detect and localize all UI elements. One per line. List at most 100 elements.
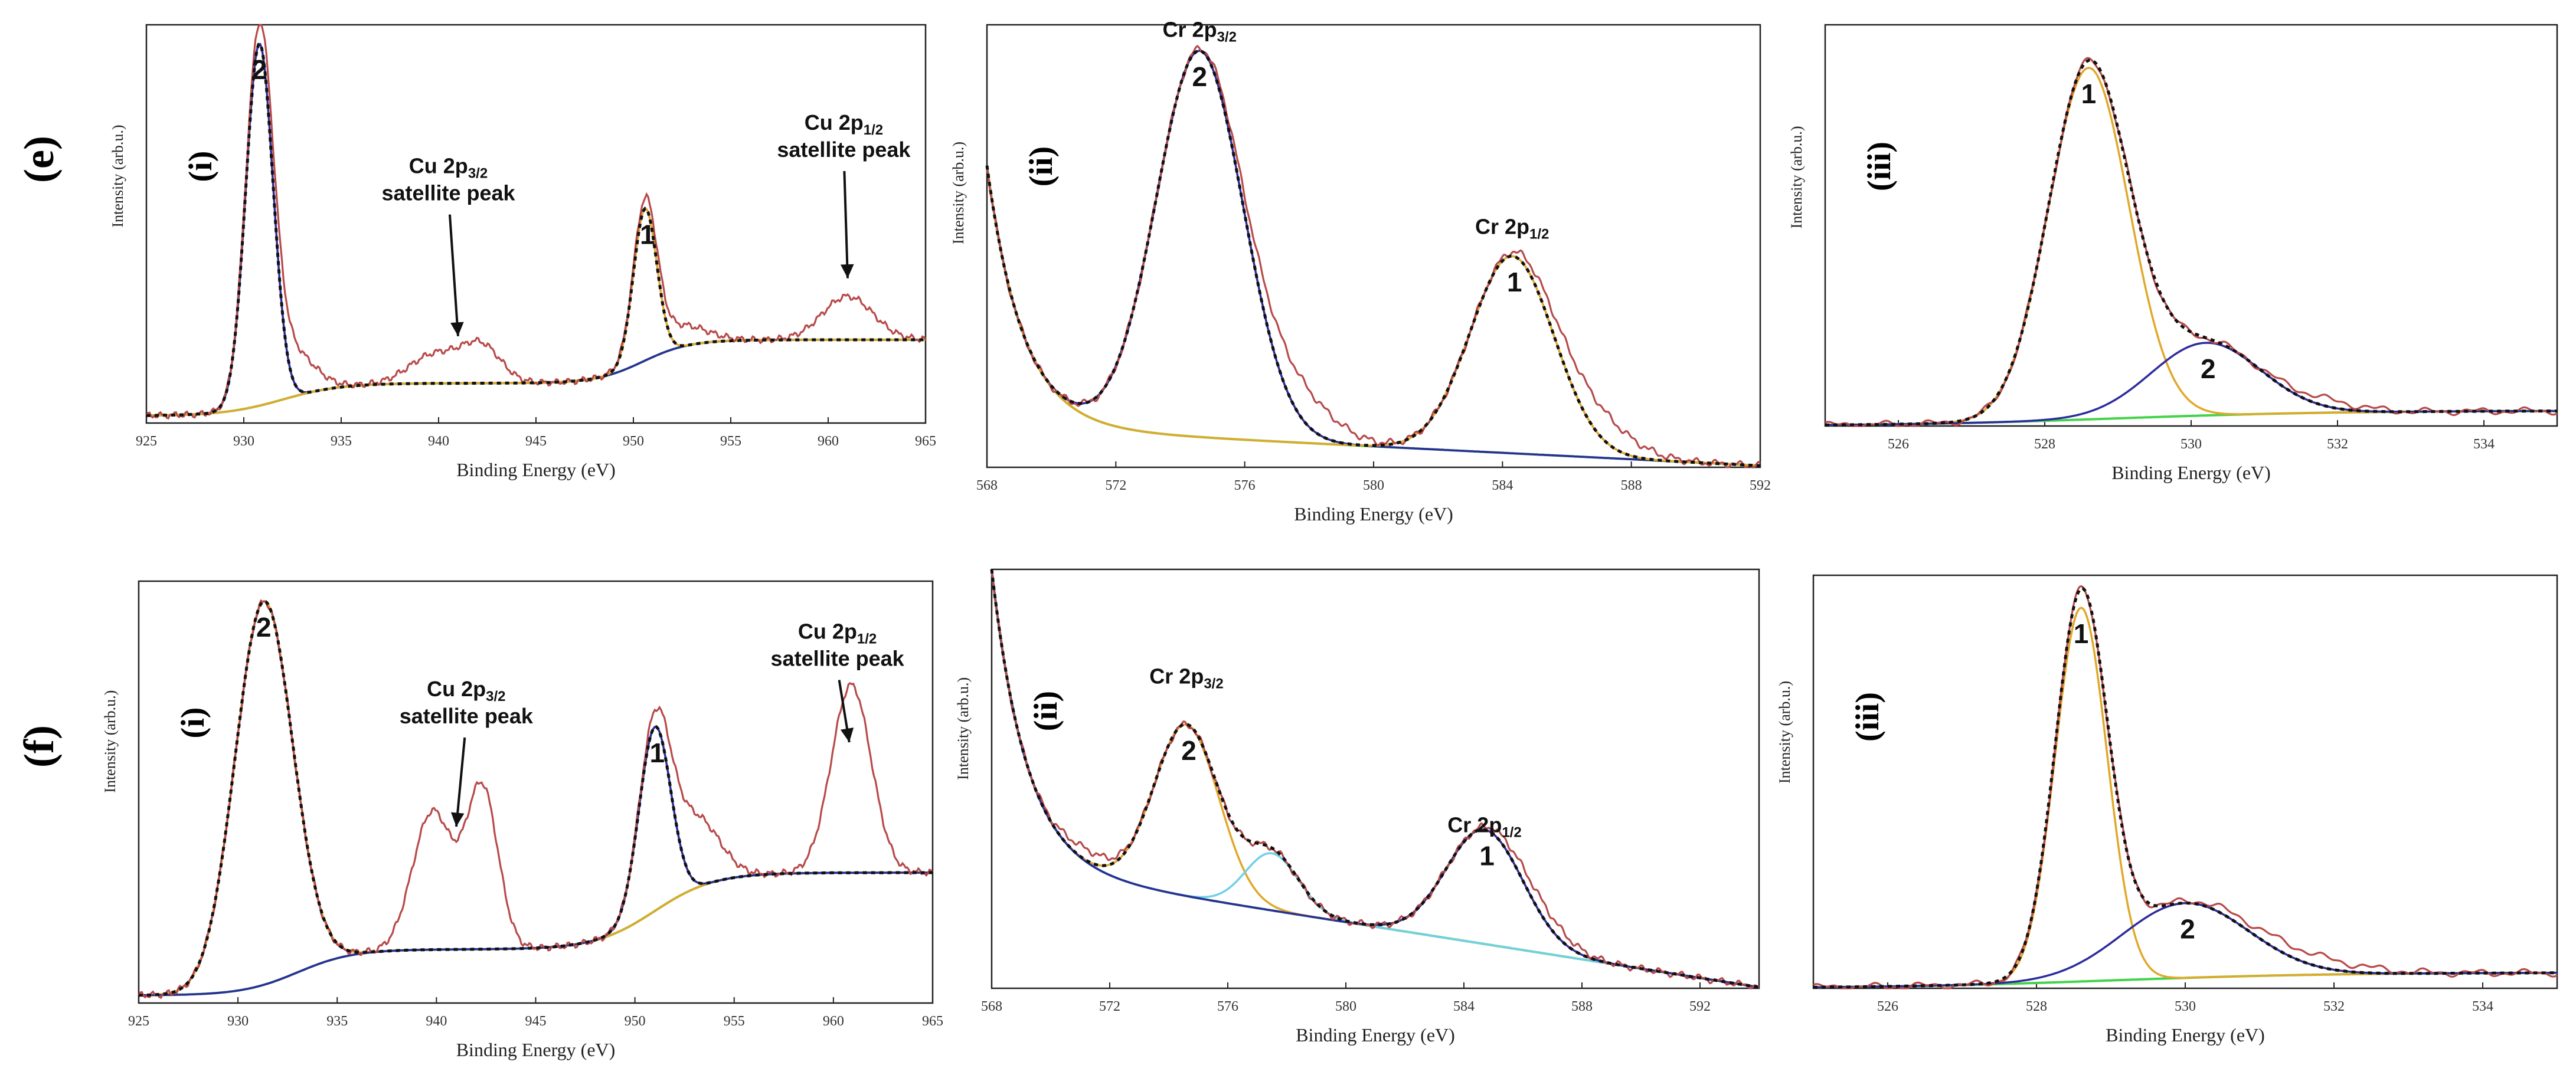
experimental-line: [986, 45, 1761, 468]
x-tick-label: 935: [326, 1014, 348, 1029]
x-tick-label: 930: [227, 1014, 249, 1029]
x-tick-label: 588: [1621, 478, 1642, 493]
x-tick-label: 950: [625, 1014, 646, 1029]
annotation-main: Cu 2p: [805, 110, 864, 135]
peak-number-label: 1: [2081, 78, 2097, 109]
y-axis-label: Intensity (arb.u.): [954, 677, 972, 780]
experimental-line: [145, 24, 927, 420]
x-tick-label: 935: [331, 434, 352, 449]
peak-number-label: 2: [252, 54, 267, 85]
annotation-line2: satellite peak: [777, 137, 911, 162]
x-tick-label: 955: [720, 434, 741, 449]
panel-label: (ii): [1028, 691, 1064, 731]
annotation-subscript: 1/2: [1529, 227, 1549, 242]
fit-component-line: [986, 165, 1761, 467]
plot-frame: [1824, 24, 2558, 427]
fit-component-line: [986, 50, 1761, 467]
peak-number-label: 2: [1192, 61, 1207, 92]
x-axis-label: Binding Energy (eV): [2106, 1024, 2265, 1046]
x-tick-label: 592: [1750, 478, 1771, 493]
x-tick-label: 532: [2327, 437, 2348, 452]
x-tick-label: 940: [426, 1014, 447, 1029]
peak-number-label: 2: [1181, 735, 1197, 766]
fit-envelope-line: [1813, 586, 2557, 989]
x-tick-label: 930: [233, 434, 254, 449]
peak-number-label: 1: [1479, 840, 1495, 871]
x-tick-label: 950: [623, 434, 644, 449]
row-label: (f): [15, 725, 63, 768]
y-axis-label: Intensity (arb.u.): [1776, 681, 1793, 784]
x-tick-label: 526: [1888, 437, 1909, 452]
annotation-subscript: 3/2: [468, 166, 488, 182]
x-tick-label: 965: [915, 434, 936, 449]
chart-panel: 925 930 935 940 945 950 955 960 965 Binding Energ…: [102, 580, 943, 1060]
x-tick-label: 568: [976, 478, 998, 493]
experimental-line: [1825, 57, 2558, 427]
panel-label: (i): [175, 707, 211, 739]
annotation-subscript: 1/2: [857, 631, 877, 647]
x-tick-label: 925: [128, 1014, 149, 1029]
x-tick-label: 960: [818, 434, 839, 449]
peak-number-label: 1: [1507, 267, 1522, 297]
y-axis-label: Intensity (arb.u.): [1788, 126, 1805, 228]
panel-label: (iii): [1861, 142, 1898, 191]
chart-panel: 568 572 576 580 584 588 592 Binding Energy (eV)…: [950, 17, 1771, 525]
chart-panel: 925 930 935 940 945 950 955 960 965 Binding Energ…: [109, 24, 936, 480]
annotation-arrow: [843, 171, 849, 278]
panel-label: (iii): [1849, 692, 1886, 742]
peak-number-label: 1: [640, 219, 655, 250]
x-axis-label: Binding Energy (eV): [456, 1039, 616, 1060]
x-tick-label: 576: [1217, 999, 1238, 1014]
annotation-arrowhead: [450, 322, 464, 336]
annotation-arrowhead: [840, 264, 854, 278]
x-tick-label: 528: [2034, 437, 2055, 452]
fit-envelope-line: [985, 49, 1761, 467]
peak-number-label: 2: [256, 612, 272, 643]
x-tick-label: 534: [2473, 437, 2495, 452]
fit-component-line: [146, 207, 926, 417]
x-tick-label: 568: [981, 999, 1002, 1014]
x-tick-label: 580: [1363, 478, 1384, 493]
x-tick-label: 530: [2175, 999, 2196, 1014]
panel-label: (ii): [1023, 146, 1060, 186]
annotation-arrowhead: [840, 727, 854, 742]
peak-number-label: 2: [2201, 353, 2216, 384]
x-axis-label: Binding Energy (eV): [1294, 503, 1453, 525]
peak-number-label: 1: [2074, 618, 2089, 649]
x-tick-label: 580: [1335, 999, 1356, 1014]
x-tick-label: 592: [1689, 999, 1711, 1014]
fit-envelope-line: [139, 599, 933, 997]
annotation-main: Cr 2p: [1447, 812, 1502, 837]
x-tick-label: 588: [1571, 999, 1593, 1014]
background-line: [986, 165, 1761, 467]
annotation-main: Cr 2p: [1475, 215, 1529, 239]
annotation-subscript: 1/2: [864, 122, 883, 138]
fit-component-line: [139, 725, 933, 997]
x-tick-label: 584: [1453, 999, 1475, 1014]
peak-annotation: Cu 2p1/2: [805, 110, 883, 138]
chart-panel: 526 528 530 532 534 Binding Energy (eV) Intens…: [1776, 574, 2558, 1046]
annotation-main: Cu 2p: [409, 154, 468, 178]
x-axis-label: Binding Energy (eV): [2111, 462, 2271, 483]
annotation-arrow: [455, 737, 466, 827]
annotation-subscript: 3/2: [1204, 676, 1223, 692]
x-axis-label: Binding Energy (eV): [1296, 1024, 1455, 1046]
annotation-arrowhead: [450, 812, 465, 827]
peak-number-label: 2: [2180, 914, 2195, 945]
chart-panel: 526 528 530 532 534 Binding Energy (eV) Intens…: [1788, 24, 2558, 483]
x-tick-label: 572: [1105, 478, 1126, 493]
x-tick-label: 960: [823, 1014, 844, 1029]
chart-panel: 568 572 576 580 584 588 592 Binding Energy (eV)…: [954, 568, 1760, 1046]
annotation-main: Cr 2p: [1149, 664, 1204, 689]
annotation-main: Cr 2p: [1163, 17, 1217, 41]
x-tick-label: 576: [1234, 478, 1256, 493]
annotation-line2: satellite peak: [400, 704, 534, 728]
peak-annotation: Cu 2p3/2: [409, 154, 488, 182]
peak-annotation: Cr 2p1/2: [1447, 812, 1521, 840]
y-axis-label: Intensity (arb.u.): [950, 142, 967, 244]
panel-label: (i): [182, 151, 219, 182]
y-axis-label: Intensity (arb.u.): [102, 690, 119, 793]
peak-annotation: Cu 2p1/2: [798, 620, 877, 647]
x-tick-label: 526: [1877, 999, 1898, 1014]
